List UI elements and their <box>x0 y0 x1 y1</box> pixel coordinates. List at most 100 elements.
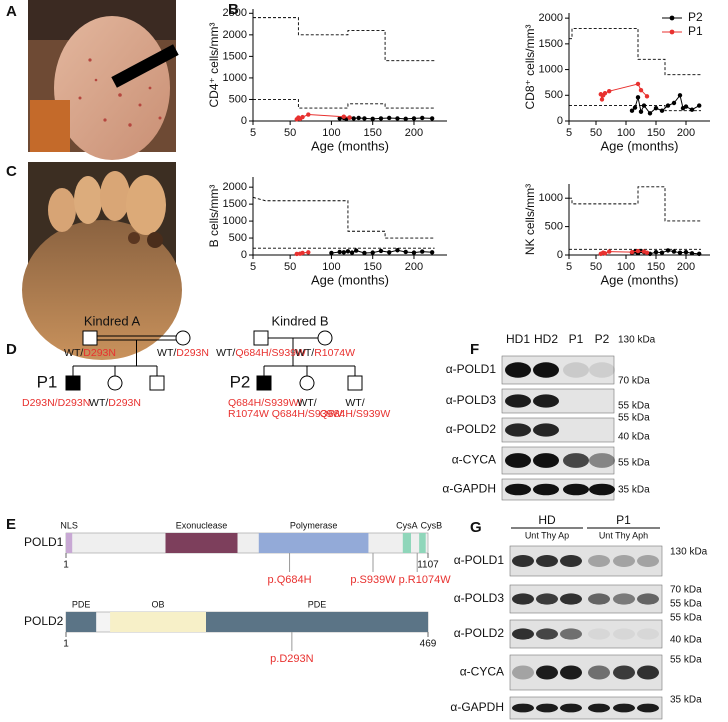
data-point <box>378 248 384 254</box>
group-label: HD <box>538 513 556 527</box>
data-point <box>683 249 689 255</box>
x-axis-label: Age (months) <box>311 138 389 153</box>
data-point <box>341 250 347 255</box>
reference-range-line <box>569 27 701 76</box>
domain <box>66 533 73 553</box>
band <box>560 628 582 640</box>
genotype: WT/D293N <box>89 397 141 409</box>
condition-labels: Unt Thy Aph <box>599 530 648 540</box>
data-point <box>411 116 417 121</box>
data-point <box>599 97 605 102</box>
genotype: D293N/D293N <box>22 397 90 409</box>
group-label: P1 <box>616 513 631 527</box>
y-axis-label: B cells/mm³ <box>207 185 221 248</box>
x-tick-label: 200 <box>405 261 423 273</box>
x-tick-label: 100 <box>617 127 635 139</box>
row-label: α-POLD2 <box>454 626 505 640</box>
x-tick-label: 50 <box>284 261 296 273</box>
marker-label: 70 kDa <box>618 376 650 387</box>
mutation-label: p.D293N <box>270 653 313 665</box>
band <box>536 703 558 713</box>
panel-letter: F <box>470 341 479 358</box>
genotype: WT/R1074W <box>295 347 355 359</box>
domain <box>258 533 369 553</box>
mutation-label: p.S939W <box>350 574 396 586</box>
domain <box>419 533 426 553</box>
band <box>637 665 659 680</box>
band <box>533 423 559 437</box>
band <box>588 703 610 713</box>
band <box>588 628 610 640</box>
y-tick-label: 2000 <box>223 29 247 41</box>
protein-bar <box>65 532 429 554</box>
x-tick-label: 100 <box>617 261 635 273</box>
data-point <box>653 105 659 111</box>
genotype-part: WT/ <box>64 347 83 359</box>
data-point <box>362 250 367 256</box>
lane-label: P2 <box>595 332 610 346</box>
data-point <box>306 250 311 255</box>
data-point <box>689 251 695 256</box>
genotype-part: WT/ <box>297 397 316 409</box>
y-tick-label: 0 <box>557 115 563 127</box>
data-point <box>362 116 367 121</box>
band <box>563 483 589 496</box>
data-point <box>635 95 641 100</box>
start-label: 1 <box>63 639 69 650</box>
marker-label: 130 kDa <box>618 335 656 346</box>
genotype-part: Q684H/S939W <box>320 408 391 420</box>
x-tick-label: 150 <box>647 127 665 139</box>
genotype: WT/ <box>345 397 364 409</box>
data-point <box>347 115 352 120</box>
row-label: α-CYCA <box>452 453 496 467</box>
data-point <box>370 250 375 255</box>
band <box>589 362 615 378</box>
male-symbol <box>82 330 98 346</box>
x-tick-label: 200 <box>405 127 423 139</box>
band <box>536 555 558 567</box>
data-point <box>387 250 392 255</box>
photo-foot <box>22 162 182 360</box>
data-point <box>671 100 677 106</box>
photo-face <box>28 0 179 160</box>
data-point <box>632 105 638 110</box>
x-tick-label: 50 <box>590 261 602 273</box>
genotype-part: WT/ <box>89 397 108 409</box>
data-point <box>629 108 635 113</box>
band <box>563 362 589 378</box>
band <box>533 483 559 496</box>
y-tick-label: 500 <box>545 221 563 233</box>
mutation-label: p.R1074W <box>399 574 452 586</box>
y-tick-label: 1500 <box>539 38 563 50</box>
genotype-part: Q684H/S939W/ <box>228 397 302 409</box>
marker-label: 55 kDa <box>618 413 650 424</box>
y-tick-label: 500 <box>229 93 247 105</box>
data-point <box>403 116 408 122</box>
genotype: R1074W <box>228 408 269 420</box>
genotype-part: R1074W <box>228 408 269 420</box>
panel-letter: D <box>6 341 17 358</box>
genotype-part: WT/ <box>345 397 364 409</box>
band <box>637 593 659 605</box>
y-tick-label: 0 <box>241 249 247 261</box>
x-tick-label: 200 <box>677 261 695 273</box>
row-label: α-POLD2 <box>446 422 497 436</box>
data-point <box>638 109 644 114</box>
x-tick-label: 150 <box>364 261 382 273</box>
marker-label: 55 kDa <box>670 655 702 666</box>
reference-range-line <box>253 17 435 62</box>
male-symbol <box>253 330 269 346</box>
y-axis-label: CD8⁺ cells/mm³ <box>523 24 537 109</box>
marker-label: 55 kDa <box>618 458 650 469</box>
row-label: α-POLD3 <box>446 393 497 407</box>
y-tick-label: 1000 <box>539 192 563 204</box>
data-point <box>697 103 702 108</box>
data-point <box>602 91 608 96</box>
band <box>560 703 582 713</box>
data-point <box>349 250 355 255</box>
band <box>536 593 558 605</box>
data-point <box>689 107 695 112</box>
band <box>533 394 559 408</box>
row-label: α-GAPDH <box>450 700 504 714</box>
y-tick-label: 500 <box>545 89 563 101</box>
